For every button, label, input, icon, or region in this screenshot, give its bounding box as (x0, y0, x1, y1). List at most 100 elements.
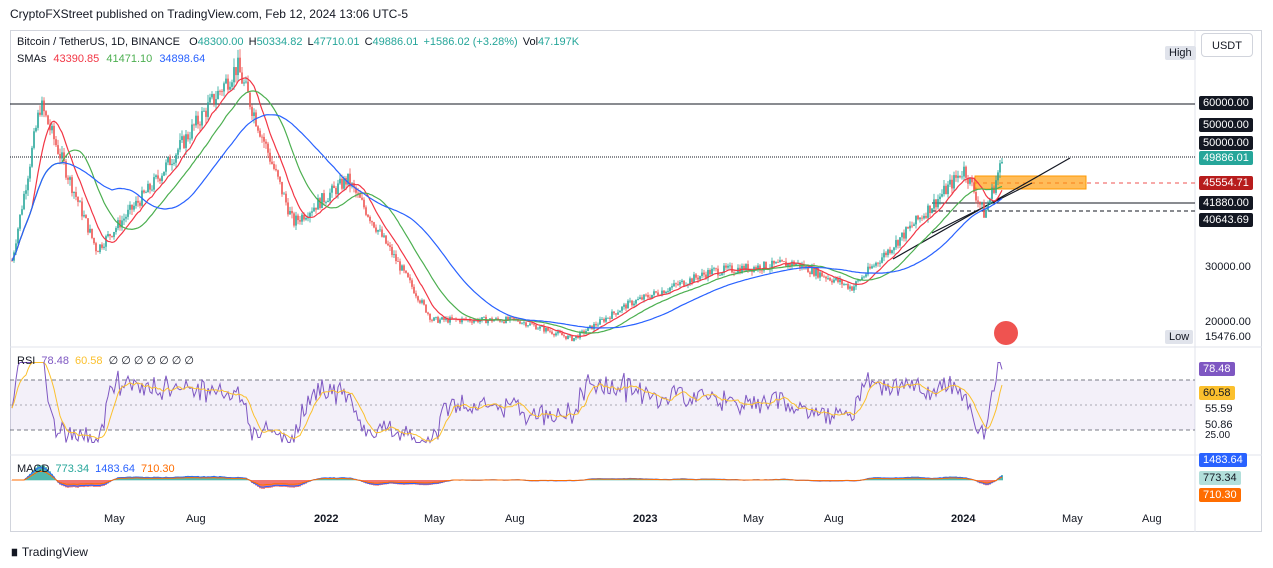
candle-body (757, 265, 759, 270)
candle-body (71, 177, 73, 194)
sma3-value: 34898.64 (159, 53, 206, 65)
candle-body (887, 249, 889, 256)
candle-body (715, 268, 717, 270)
candle-body (523, 322, 525, 324)
currency-button[interactable]: USDT (1201, 33, 1253, 57)
candle-body (947, 184, 949, 195)
candle-body (215, 99, 217, 104)
candle-body (857, 280, 859, 282)
macd-hist-bar (45, 467, 47, 481)
candle-body (565, 336, 567, 339)
symbol-title: Bitcoin / TetherUS, 1D, BINANCE (17, 36, 181, 48)
candle-body (683, 280, 685, 286)
time-label-aug22: Aug (505, 513, 525, 525)
candle-body (421, 300, 423, 303)
candle-body (849, 286, 851, 289)
candle-body (155, 175, 157, 178)
candle-body (653, 291, 655, 295)
candle-body (931, 208, 933, 214)
macd-hist-bar (261, 480, 263, 489)
tag-close: 49886.01 (1199, 151, 1253, 165)
candle-body (193, 124, 195, 126)
candle-body (117, 220, 119, 229)
candle-body (89, 228, 91, 233)
rsi-legend: RSI 78.48 60.58 ∅ ∅ ∅ ∅ ∅ ∅ ∅ (17, 354, 194, 367)
candle-body (699, 276, 701, 280)
candle-body (531, 323, 533, 325)
macd-hist-tag: 773.34 (1199, 471, 1241, 485)
candle-body (361, 197, 363, 200)
candle-body (791, 261, 793, 267)
candle-body (719, 274, 721, 276)
candle-body (139, 202, 141, 206)
candle-body (555, 333, 557, 336)
time-label-may21: May (104, 513, 125, 525)
candle-body (759, 265, 761, 271)
candle-body (789, 263, 791, 267)
candle-body (847, 283, 849, 289)
candle-body (549, 330, 551, 332)
candle-body (205, 110, 207, 117)
candle-body (459, 319, 461, 323)
time-label-may24: May (1062, 513, 1083, 525)
candle-body (861, 277, 863, 281)
candle-body (231, 82, 233, 87)
candle-body (907, 227, 909, 229)
candle-body (667, 291, 669, 292)
candle-body (867, 266, 869, 275)
candle-body (935, 199, 937, 208)
macd-hist-bar (43, 465, 45, 481)
candle-body (851, 286, 853, 291)
candle-body (681, 280, 683, 283)
candle-body (413, 286, 415, 294)
candle-body (521, 322, 523, 324)
candle-body (191, 124, 193, 139)
candle-body (943, 185, 945, 195)
candle-body (49, 124, 51, 131)
candle-body (187, 134, 189, 140)
candle-body (321, 193, 323, 209)
candle-body (273, 163, 275, 169)
candle-body (507, 317, 509, 321)
candle-body (665, 291, 667, 294)
candle-body (417, 296, 419, 301)
candle-body (553, 333, 555, 336)
candle-body (921, 217, 923, 219)
candle-body (181, 136, 183, 141)
candle-body (581, 330, 583, 332)
candle-body (271, 161, 273, 164)
candle-body (965, 166, 967, 178)
candle-body (625, 304, 627, 309)
candle-body (725, 265, 727, 268)
candle-body (937, 199, 939, 208)
candle-body (815, 268, 817, 276)
candle-body (209, 97, 211, 103)
price-legend: Bitcoin / TetherUS, 1D, BINANCE O48300.0… (17, 36, 581, 48)
candle-body (945, 185, 947, 195)
macd-hist-bar (195, 476, 197, 481)
candle-body (645, 294, 647, 296)
candle-body (199, 124, 201, 126)
candle-body (137, 200, 139, 203)
candle-body (679, 282, 681, 285)
candle-body (349, 173, 351, 187)
candle-body (575, 335, 577, 339)
candle-body (79, 201, 81, 203)
candle-body (561, 332, 563, 336)
change-value: +1586.02 (+3.28%) (423, 36, 518, 48)
candle-body (461, 318, 463, 323)
candle-body (903, 232, 905, 239)
volume-value: 47.197K (538, 36, 580, 48)
macd-hist-bar (193, 476, 195, 481)
sma2-value: 41471.10 (106, 53, 153, 65)
candle-body (57, 145, 59, 154)
macd-signal-value: 710.30 (141, 463, 175, 475)
rsi-value: 78.48 (41, 355, 69, 367)
open-value: 48300.00 (197, 36, 244, 48)
candle-body (235, 67, 237, 76)
candle-body (833, 279, 835, 283)
candle-body (819, 272, 821, 278)
candle-body (727, 265, 729, 268)
candle-body (195, 115, 197, 126)
